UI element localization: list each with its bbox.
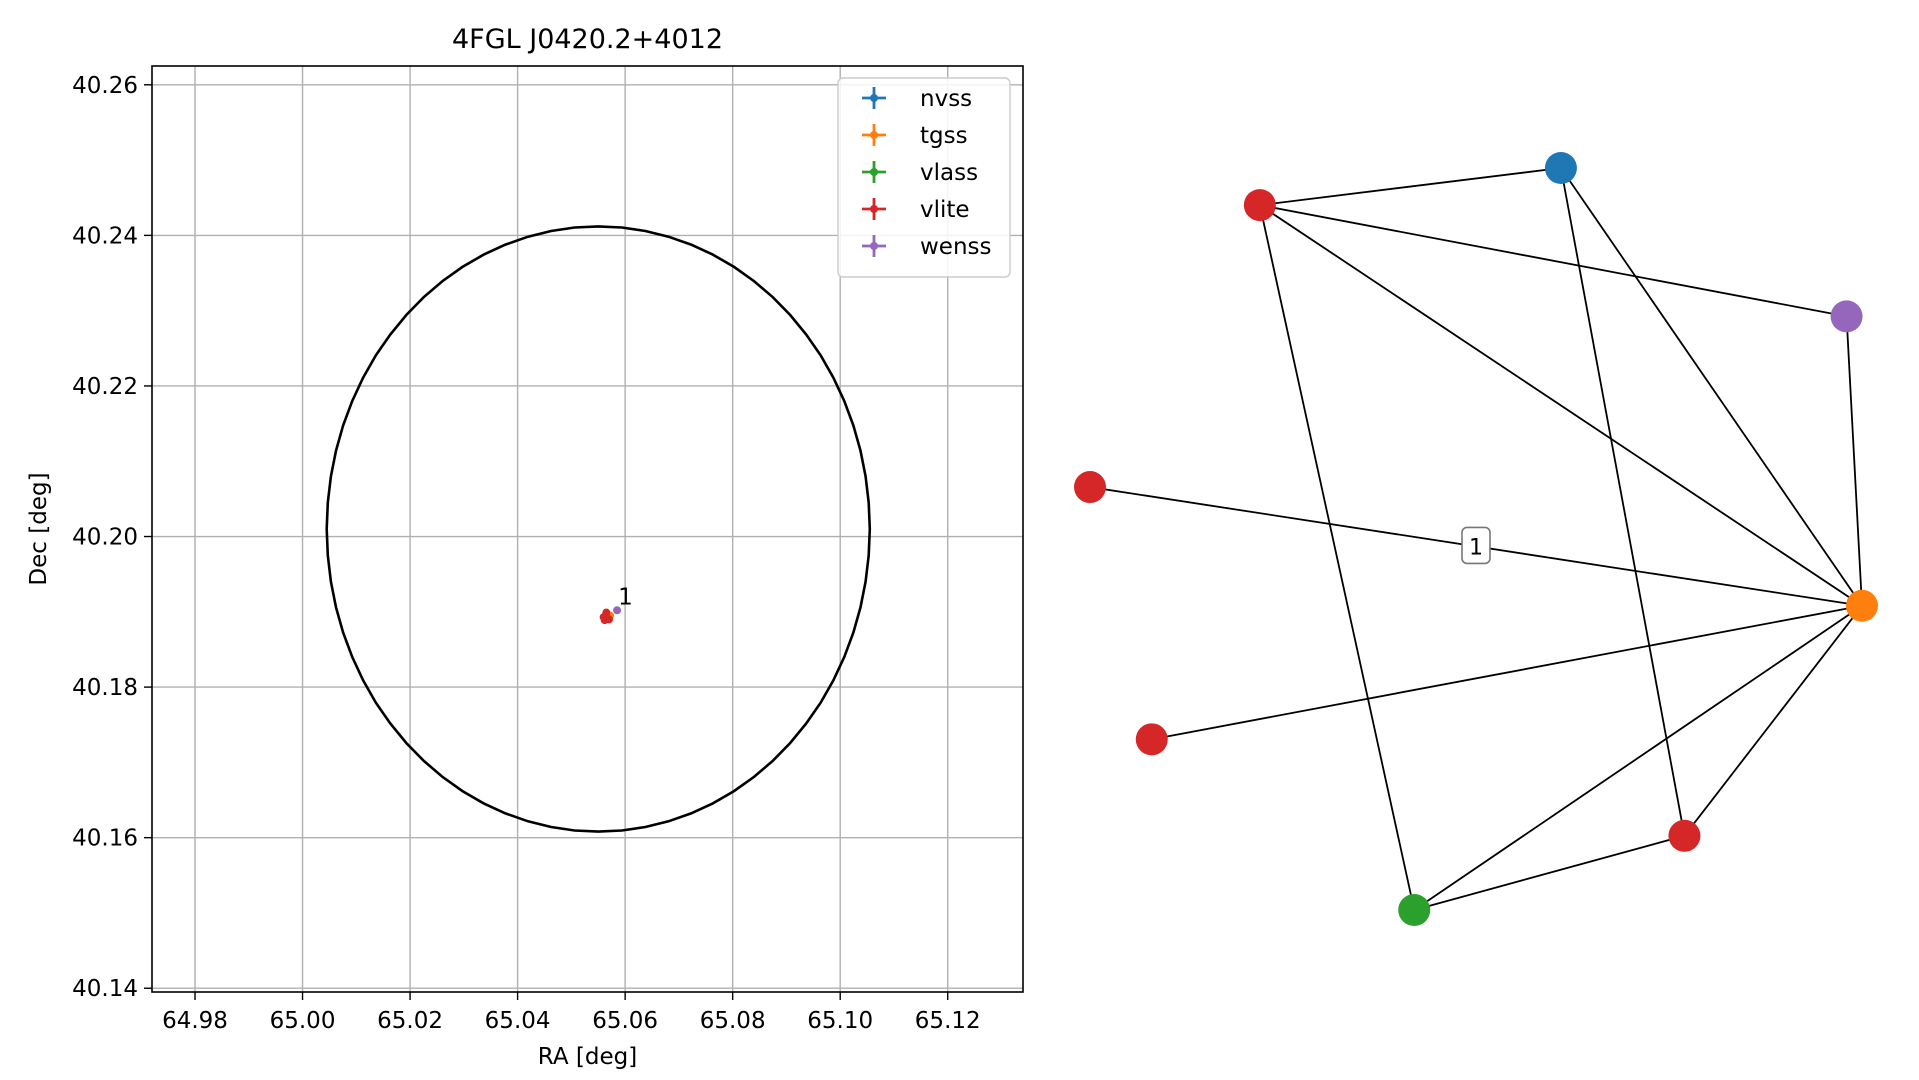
point-marker xyxy=(600,616,609,625)
y-tick-label: 40.26 xyxy=(72,73,138,99)
graph-node-n7 xyxy=(1668,819,1701,852)
data-points-layer xyxy=(599,606,622,625)
graph-edge xyxy=(1414,834,1685,911)
graph-edge xyxy=(1259,167,1562,206)
graph-edge xyxy=(1845,316,1863,606)
graph-edge xyxy=(1413,605,1863,911)
legend-label: wenss xyxy=(920,234,992,260)
x-tick-label: 64.98 xyxy=(162,1008,228,1034)
graph-edge xyxy=(1151,604,1863,741)
graph-edge xyxy=(1560,167,1686,836)
x-tick-label: 65.12 xyxy=(915,1008,981,1034)
graph-edge xyxy=(1258,204,1416,911)
legend-marker-dot xyxy=(870,131,878,139)
x-tick-label: 65.06 xyxy=(592,1008,658,1034)
x-axis-ticks: 64.98 65.00 65.02 65.04 65.06 65.08 65.10 65.12 xyxy=(162,992,981,1034)
graph-node-n8 xyxy=(1398,894,1431,926)
legend-label: vlass xyxy=(920,160,978,186)
x-tick-label: 65.10 xyxy=(807,1008,873,1034)
graph-node-n3 xyxy=(1830,300,1863,333)
legend-item-nvss: nvss xyxy=(862,86,972,112)
graph-node-n5 xyxy=(1846,589,1878,622)
legend: nvss tgss vlass vlite wenss xyxy=(837,77,1011,278)
legend-label: vlite xyxy=(920,197,970,223)
y-tick-label: 40.16 xyxy=(72,826,138,852)
graph-node-n2 xyxy=(1544,152,1577,184)
point-marker xyxy=(602,608,611,617)
graph-edge xyxy=(1259,204,1847,318)
edge-labels-layer: 1 xyxy=(1461,526,1491,565)
x-tick-label: 65.08 xyxy=(700,1008,766,1034)
legend-item-vlite: vlite xyxy=(862,197,970,223)
y-tick-label: 40.14 xyxy=(72,976,138,1002)
chart-title: 4FGL J0420.2+4012 xyxy=(452,24,723,55)
data-point-vlite xyxy=(602,608,611,617)
x-tick-label: 65.02 xyxy=(377,1008,443,1034)
edge-label-text: 1 xyxy=(1469,535,1483,560)
data-point-vlite xyxy=(600,616,609,625)
localization-ellipse xyxy=(325,225,872,833)
edges-layer xyxy=(1089,167,1863,911)
legend-item-tgss: tgss xyxy=(862,123,968,149)
graph-edge xyxy=(1560,167,1863,607)
legend-item-vlass: vlass xyxy=(862,160,978,186)
x-axis-label: RA [deg] xyxy=(538,1044,637,1070)
scatter-plot: 1 64.98 65.00 65.02 65.04 65.06 65.08 65.10 65.… xyxy=(26,24,1024,1070)
y-tick-label: 40.22 xyxy=(72,374,138,400)
point-annotation: 1 xyxy=(618,584,633,610)
graph-node-n6 xyxy=(1135,723,1168,756)
point-marker xyxy=(613,606,622,615)
legend-label: tgss xyxy=(920,123,968,149)
legend-box xyxy=(837,77,1011,278)
network-graph: 1 xyxy=(1074,152,1878,926)
edge-label: 1 xyxy=(1461,526,1491,565)
y-axis-ticks: 40.14 40.16 40.18 40.20 40.22 40.24 40.26 xyxy=(72,73,152,1002)
edge-label-box xyxy=(1461,526,1491,565)
legend-marker-dot xyxy=(870,168,878,176)
graph-edge xyxy=(1259,204,1863,607)
legend-item-wenss: wenss xyxy=(862,234,992,260)
data-point-wenss xyxy=(613,606,622,615)
legend-label: nvss xyxy=(920,86,972,112)
localization-ellipse-layer xyxy=(325,225,872,833)
x-tick-label: 65.00 xyxy=(270,1008,336,1034)
y-tick-label: 40.24 xyxy=(72,223,138,249)
y-tick-label: 40.20 xyxy=(72,525,138,551)
y-axis-label: Dec [deg] xyxy=(26,472,52,585)
nodes-layer xyxy=(1074,152,1878,926)
graph-node-n4 xyxy=(1074,471,1106,504)
axes-frame xyxy=(151,65,1024,993)
legend-marker-dot xyxy=(870,94,878,102)
legend-marker-dot xyxy=(870,205,878,213)
graph-node-n1 xyxy=(1243,189,1276,222)
x-tick-label: 65.04 xyxy=(485,1008,551,1034)
annotations-layer: 1 xyxy=(618,584,633,610)
graph-edge xyxy=(1683,605,1863,837)
legend-marker-dot xyxy=(870,242,878,250)
y-tick-label: 40.18 xyxy=(72,675,138,701)
